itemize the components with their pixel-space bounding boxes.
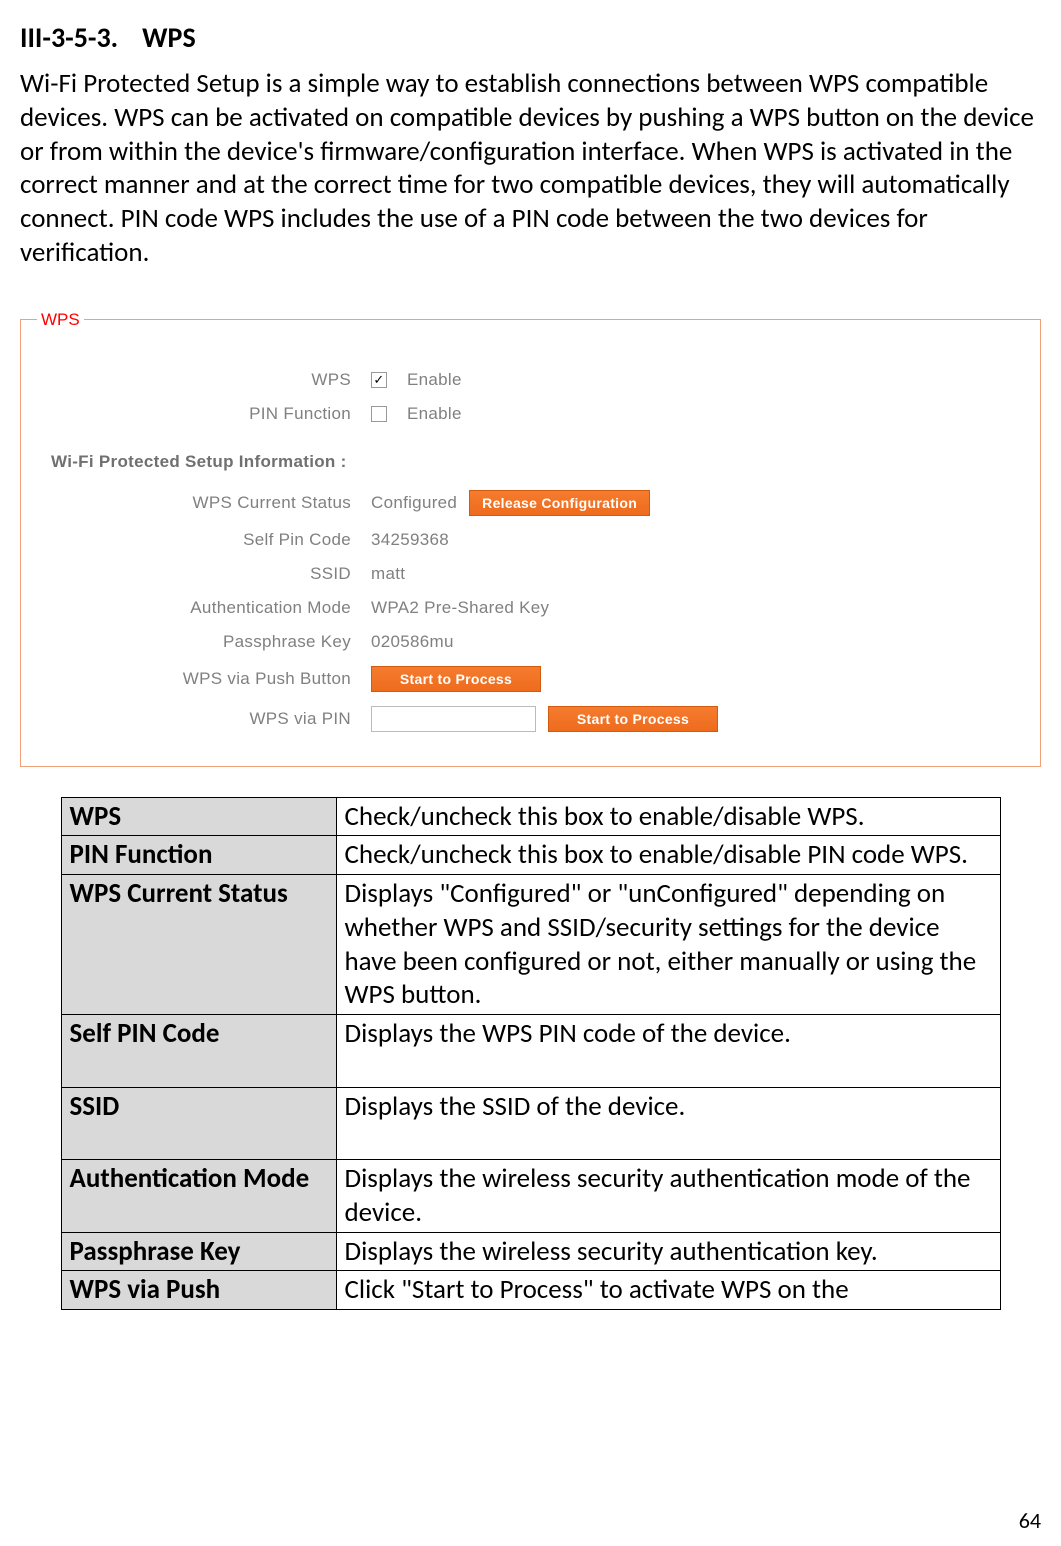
- via-pin-input[interactable]: [371, 706, 536, 732]
- current-status-value: Configured: [371, 493, 457, 513]
- form-row-current-status: WPS Current Status Configured Release Co…: [31, 490, 1030, 516]
- wps-label: WPS: [31, 370, 371, 390]
- via-pin-label: WPS via PIN: [31, 709, 371, 729]
- auth-mode-value: WPA2 Pre-Shared Key: [371, 598, 549, 618]
- pin-function-checkbox[interactable]: [371, 406, 387, 422]
- wps-checkbox[interactable]: ✓: [371, 372, 387, 388]
- table-description: Displays the WPS PIN code of the device.: [336, 1015, 1000, 1088]
- table-term: Authentication Mode: [61, 1160, 336, 1233]
- start-process-pin-button[interactable]: Start to Process: [548, 706, 718, 732]
- fieldset-legend: WPS: [37, 310, 84, 330]
- pin-function-enable-text: Enable: [407, 404, 462, 424]
- ssid-label: SSID: [31, 564, 371, 584]
- table-description: Displays the wireless security authentic…: [336, 1232, 1000, 1271]
- wps-enable-text: Enable: [407, 370, 462, 390]
- form-row-self-pin: Self Pin Code 34259368: [31, 530, 1030, 550]
- pin-function-label: PIN Function: [31, 404, 371, 424]
- start-process-push-button[interactable]: Start to Process: [371, 666, 541, 692]
- current-status-label: WPS Current Status: [31, 493, 371, 513]
- self-pin-value: 34259368: [371, 530, 449, 550]
- table-description: Displays the SSID of the device.: [336, 1087, 1000, 1160]
- passphrase-value: 020586mu: [371, 632, 454, 652]
- section-number: III-3-5-3.: [20, 20, 118, 55]
- table-term: Passphrase Key: [61, 1232, 336, 1271]
- table-description: Displays "Configured" or "unConfigured" …: [336, 875, 1000, 1015]
- form-row-via-pin: WPS via PIN Start to Process: [31, 706, 1030, 732]
- table-term: SSID: [61, 1087, 336, 1160]
- wps-fieldset: WPS WPS ✓ Enable PIN Function Enable Wi-…: [20, 310, 1041, 767]
- self-pin-label: Self Pin Code: [31, 530, 371, 550]
- ssid-value: matt: [371, 564, 405, 584]
- table-description: Check/uncheck this box to enable/disable…: [336, 797, 1000, 836]
- form-row-ssid: SSID matt: [31, 564, 1030, 584]
- form-row-passphrase: Passphrase Key 020586mu: [31, 632, 1030, 652]
- section-heading: III-3-5-3. WPS: [20, 20, 1041, 55]
- table-description: Click "Start to Process" to activate WPS…: [336, 1271, 1000, 1310]
- passphrase-label: Passphrase Key: [31, 632, 371, 652]
- page-number: 64: [1019, 1507, 1041, 1534]
- wps-info-heading: Wi-Fi Protected Setup Information :: [51, 452, 1030, 472]
- table-term: WPS via Push: [61, 1271, 336, 1310]
- form-row-pin-function: PIN Function Enable: [31, 404, 1030, 424]
- form-row-push-button: WPS via Push Button Start to Process: [31, 666, 1030, 692]
- push-button-label: WPS via Push Button: [31, 669, 371, 689]
- form-row-wps: WPS ✓ Enable: [31, 370, 1030, 390]
- auth-mode-label: Authentication Mode: [31, 598, 371, 618]
- table-term: WPS: [61, 797, 336, 836]
- release-configuration-button[interactable]: Release Configuration: [469, 490, 650, 516]
- table-term: Self PIN Code: [61, 1015, 336, 1088]
- form-row-auth-mode: Authentication Mode WPA2 Pre-Shared Key: [31, 598, 1030, 618]
- section-title: WPS: [142, 20, 196, 55]
- intro-paragraph: Wi-Fi Protected Setup is a simple way to…: [20, 67, 1041, 270]
- table-term: WPS Current Status: [61, 875, 336, 1015]
- table-term: PIN Function: [61, 836, 336, 875]
- table-description: Check/uncheck this box to enable/disable…: [336, 836, 1000, 875]
- table-description: Displays the wireless security authentic…: [336, 1160, 1000, 1233]
- description-table: WPSCheck/uncheck this box to enable/disa…: [61, 797, 1001, 1311]
